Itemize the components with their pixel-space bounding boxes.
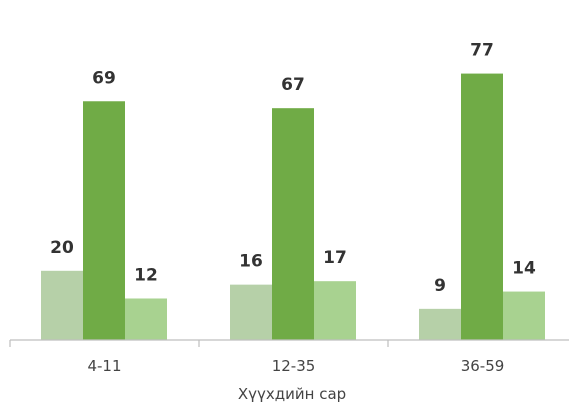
bar-series-3-4-11	[125, 298, 167, 340]
data-label: 12	[134, 265, 158, 285]
bar-series-1-4-11	[41, 270, 83, 340]
bar-series-3-36-59	[503, 291, 545, 340]
x-ticks-group	[9, 340, 389, 347]
data-label: 77	[470, 41, 494, 61]
data-label: 69	[92, 68, 116, 88]
data-label: 67	[281, 75, 305, 95]
data-label: 16	[239, 252, 263, 272]
value-labels-group: 20 69 12 16 67 17 9 77 14	[50, 41, 536, 296]
data-label: 9	[434, 276, 446, 296]
bar-series-2-4-11	[83, 101, 125, 340]
category-labels-group: 4-11 12-35 36-59	[87, 357, 504, 375]
data-label: 14	[512, 259, 536, 279]
x-axis-title: Хүүхдийн сар	[238, 385, 346, 403]
x-tick-label: 12-35	[272, 357, 316, 375]
bars-group	[41, 73, 545, 341]
data-label: 17	[323, 248, 347, 268]
bar-series-2-36-59	[461, 73, 503, 340]
bar-series-1-12-35	[230, 284, 272, 340]
x-tick-label: 4-11	[87, 357, 121, 375]
data-label: 20	[50, 238, 74, 258]
x-tick-label: 36-59	[461, 357, 505, 375]
bar-series-3-12-35	[314, 281, 356, 340]
bar-series-1-36-59	[419, 308, 461, 340]
bar-series-2-12-35	[272, 108, 314, 341]
